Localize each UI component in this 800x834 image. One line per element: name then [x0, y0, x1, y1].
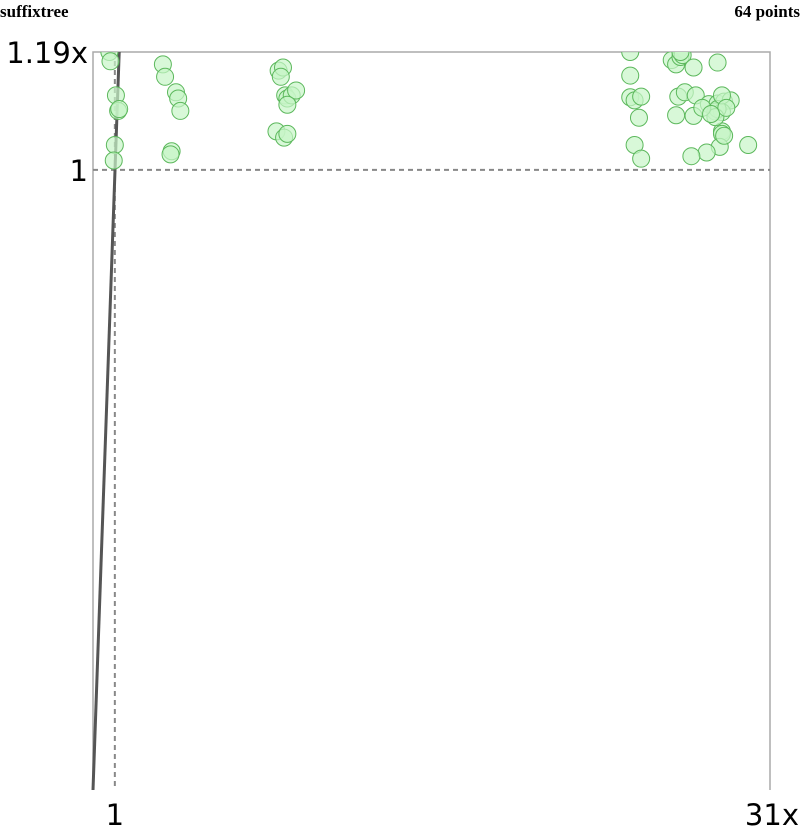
data-point: [708, 53, 727, 72]
data-point: [621, 66, 640, 85]
data-point: [739, 136, 758, 155]
chart-title: suffixtree: [0, 2, 69, 21]
point-count-label: 64 points: [734, 2, 800, 21]
data-point: [667, 106, 686, 125]
data-point: [717, 98, 736, 117]
plot-area: 1 1.19x 1 31x: [6, 36, 799, 832]
data-point: [682, 147, 701, 166]
data-point: [171, 101, 190, 120]
plot-frame: [92, 51, 771, 790]
data-point: [101, 52, 120, 71]
data-point: [278, 124, 297, 143]
y-tick-label: 1.19x: [6, 36, 88, 70]
data-point: [278, 95, 297, 114]
data-point: [715, 126, 734, 145]
data-point: [684, 58, 703, 77]
data-point: [702, 105, 721, 124]
data-point: [287, 81, 306, 100]
data-point: [161, 145, 180, 164]
data-point: [271, 67, 290, 86]
data-point: [671, 52, 690, 61]
data-point: [697, 143, 716, 162]
trend-line: [91, 51, 121, 791]
data-point: [632, 87, 651, 106]
x-tick-label: 1: [106, 798, 124, 832]
data-point: [156, 67, 175, 86]
data-point: [632, 149, 651, 168]
data-point: [621, 52, 640, 61]
points-group: [100, 52, 758, 170]
y-tick-label: 1: [70, 154, 88, 188]
data-point: [105, 136, 124, 155]
data-point: [629, 108, 648, 127]
data-point: [104, 151, 123, 170]
x-tick-label: 31x: [745, 798, 799, 832]
data-point: [110, 100, 129, 119]
